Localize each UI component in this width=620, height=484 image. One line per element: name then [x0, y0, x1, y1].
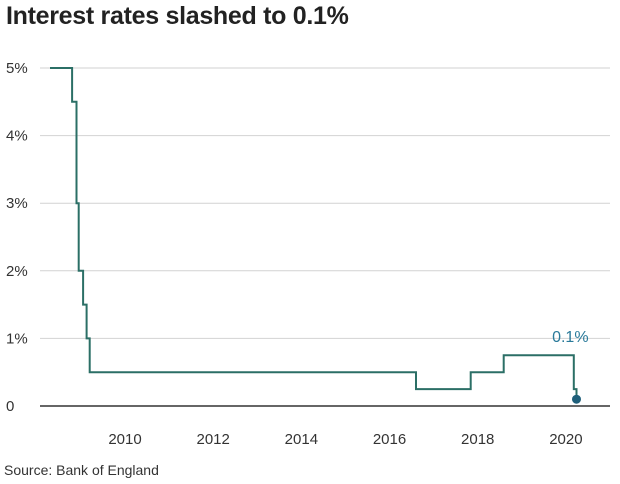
y-tick-label: 0: [6, 398, 14, 415]
end-point-marker: [571, 394, 581, 404]
latest-rate-label: 0.1%: [552, 329, 588, 346]
gridlines: [40, 67, 610, 407]
annotations: 0.1%: [552, 329, 589, 404]
x-tick-label: 2018: [461, 431, 494, 448]
source-note: Source: Bank of England: [4, 462, 159, 478]
y-tick-label: 1%: [6, 330, 28, 347]
y-axis-ticks: 0 1% 2% 3% 4% 5%: [6, 60, 28, 415]
y-tick-label: 4%: [6, 128, 28, 145]
x-tick-label: 2016: [373, 431, 406, 448]
x-tick-label: 2020: [549, 431, 582, 448]
y-tick-label: 5%: [6, 60, 28, 77]
series-line-0: [50, 67, 578, 400]
x-axis-ticks: 2010 2012 2014 2016 2018 2020: [108, 431, 582, 448]
x-tick-label: 2012: [196, 431, 229, 448]
series-layer: [50, 67, 578, 400]
y-tick-label: 3%: [6, 195, 28, 212]
y-tick-label: 2%: [6, 263, 28, 280]
x-tick-label: 2010: [108, 431, 141, 448]
x-tick-label: 2014: [285, 431, 318, 448]
chart-title: Interest rates slashed to 0.1%: [6, 2, 349, 30]
